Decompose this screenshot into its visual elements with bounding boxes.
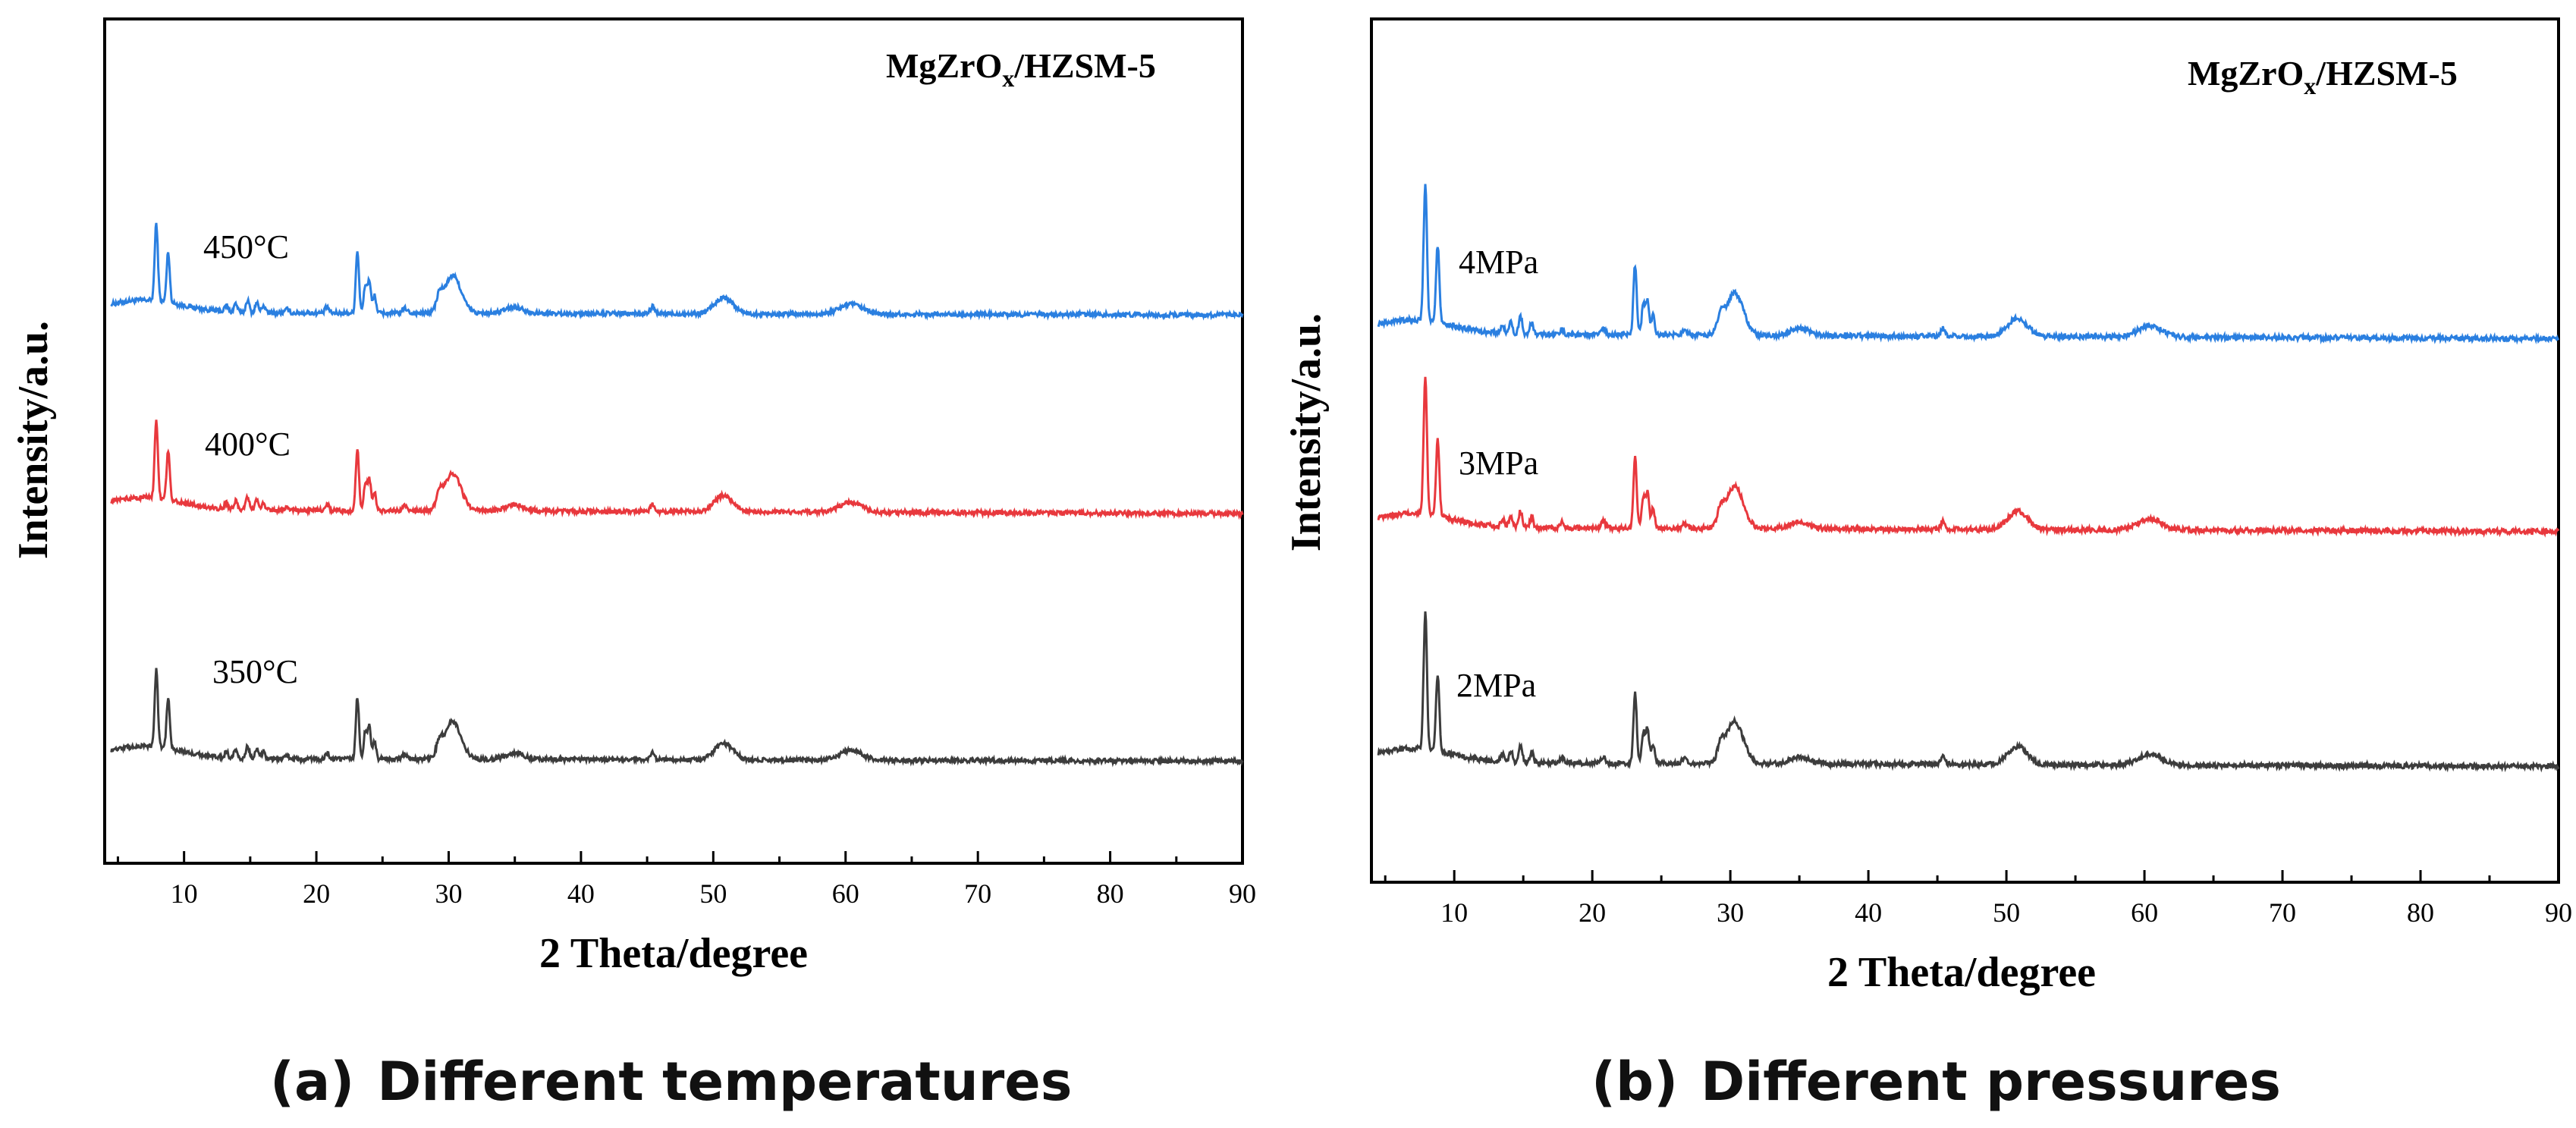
x-tick-label: 40 bbox=[567, 878, 595, 909]
x-tick-label: 40 bbox=[1855, 897, 1882, 928]
x-tick-label: 10 bbox=[171, 878, 198, 909]
series-label: 350°C bbox=[212, 653, 298, 690]
panel-b: 10 20 30 40 50 60 70 80 90 4MPa 3MPa 2MPa MgZrOx/H… bbox=[1283, 0, 2576, 1128]
x-tick-label: 30 bbox=[1717, 897, 1744, 928]
series-labels: 450°C 400°C 350°C bbox=[203, 228, 298, 690]
series-labels: 4MPa 3MPa 2MPa bbox=[1456, 244, 1538, 704]
xrd-chart-temperatures: 10 20 30 40 50 60 70 80 90 450°C 400°C 350°C MgZrO… bbox=[10, 17, 1256, 977]
x-tick-label: 30 bbox=[435, 878, 462, 909]
series-line-400°C bbox=[110, 419, 1244, 520]
panel-a-caption: (a) Different temperatures bbox=[270, 1051, 1072, 1113]
series-label: 4MPa bbox=[1459, 244, 1538, 281]
plot-frame bbox=[103, 17, 1244, 865]
series-line-350°C bbox=[110, 668, 1244, 768]
x-tick-label: 90 bbox=[2545, 897, 2572, 928]
x-tick-label: 50 bbox=[699, 878, 727, 909]
series-group bbox=[1377, 184, 2560, 773]
xrd-chart-pressures: 10 20 30 40 50 60 70 80 90 4MPa 3MPa 2MPa MgZrOx/H… bbox=[1283, 17, 2572, 996]
sample-label: MgZrOx/HZSM-5 bbox=[886, 46, 1156, 92]
plot-frame bbox=[1370, 17, 2560, 884]
series-label: 3MPa bbox=[1459, 445, 1538, 482]
x-tick-label: 10 bbox=[1440, 897, 1468, 928]
x-tick-label: 70 bbox=[2269, 897, 2296, 928]
x-tick-label: 80 bbox=[2407, 897, 2434, 928]
x-axis-label: 2 Theta/degree bbox=[539, 930, 808, 977]
x-axis-ticks: 10 20 30 40 50 60 70 80 90 bbox=[1384, 870, 2572, 928]
series-line-4MPa bbox=[1377, 184, 2560, 345]
x-tick-label: 60 bbox=[2131, 897, 2158, 928]
panel-b-title: Different pressures bbox=[1701, 1051, 2281, 1113]
panel-a-letter: (a) bbox=[270, 1051, 355, 1113]
x-tick-label: 20 bbox=[1579, 897, 1606, 928]
x-tick-label: 20 bbox=[303, 878, 330, 909]
x-axis-label: 2 Theta/degree bbox=[1827, 949, 2096, 996]
x-axis-ticks: 10 20 30 40 50 60 70 80 90 bbox=[116, 851, 1256, 909]
sample-label: MgZrOx/HZSM-5 bbox=[2188, 54, 2458, 99]
series-label: 450°C bbox=[203, 228, 289, 266]
x-tick-label: 80 bbox=[1097, 878, 1124, 909]
x-tick-label: 70 bbox=[964, 878, 991, 909]
series-line-3MPa bbox=[1377, 376, 2560, 539]
panel-a: 10 20 30 40 50 60 70 80 90 450°C 400°C 350°C MgZrO… bbox=[10, 17, 1256, 1113]
panel-b-caption: (b) Different pressures bbox=[1591, 1051, 2281, 1113]
x-tick-label: 90 bbox=[1229, 878, 1256, 909]
series-line-2MPa bbox=[1377, 611, 2560, 773]
series-line-450°C bbox=[110, 222, 1244, 321]
x-tick-label: 60 bbox=[832, 878, 859, 909]
y-axis-label: Intensity/a.u. bbox=[1288, 313, 1330, 551]
panel-a-title: Different temperatures bbox=[377, 1051, 1073, 1113]
panel-b-letter: (b) bbox=[1591, 1051, 1679, 1113]
series-label: 400°C bbox=[205, 426, 291, 463]
y-axis-label: Intensity/a.u. bbox=[10, 321, 57, 559]
series-label: 2MPa bbox=[1456, 667, 1536, 704]
x-tick-label: 50 bbox=[1993, 897, 2020, 928]
series-group bbox=[110, 222, 1244, 768]
